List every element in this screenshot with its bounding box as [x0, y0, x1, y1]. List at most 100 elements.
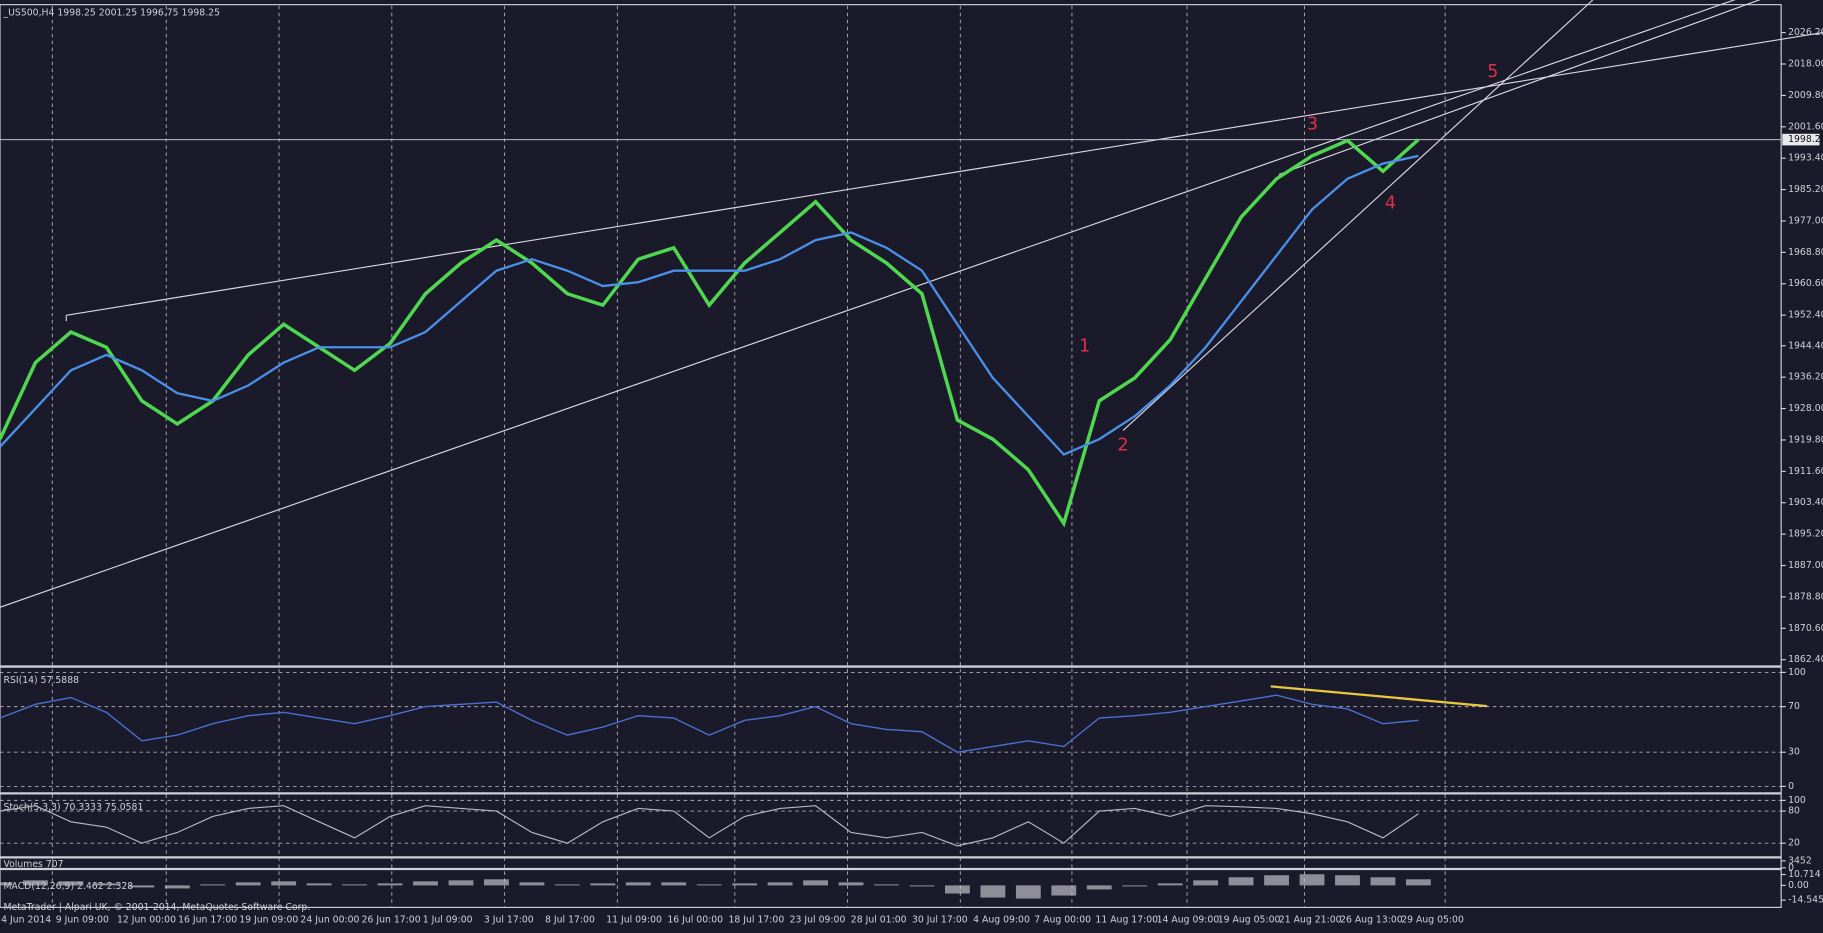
time-label: 18 Jul 17:00 [729, 915, 785, 926]
macd-bar [1051, 885, 1077, 896]
copyright: MetaTrader | Alpari UK, © 2001-2014, Met… [3, 902, 310, 913]
macd-bar [1157, 883, 1183, 886]
macd-bar [554, 884, 580, 886]
macd-bar [0, 882, 13, 886]
axis-label: 0 [1788, 781, 1794, 792]
macd-bar [1228, 877, 1254, 886]
axis-label: 1911.60 [1788, 466, 1823, 477]
axis-label: 80 [1788, 806, 1800, 817]
trendlines [0, 0, 1823, 708]
axis-label: 1968.80 [1788, 247, 1823, 258]
time-label: 9 Jun 09:00 [56, 915, 109, 926]
wave-label: 2 [1118, 436, 1129, 456]
time-label: 3 Jul 17:00 [484, 915, 534, 926]
macd-bar [200, 884, 226, 886]
macd-bar [696, 884, 722, 886]
macd-bar [413, 881, 438, 886]
axis-label: 1870.60 [1788, 623, 1823, 634]
stochastic-title: Stoch(5,3,3) 70.3333 75.0581 [3, 802, 143, 813]
axis-label: -14.545 [1788, 895, 1823, 906]
macd-bar [1299, 874, 1325, 886]
volume-title: Volumes 707 [3, 859, 63, 870]
axis-label: 100 [1788, 795, 1806, 806]
macd-bar [1335, 875, 1360, 886]
axis-label: 30 [1788, 747, 1800, 758]
axis-label: 2026.20 [1788, 27, 1823, 38]
macd-bar [1086, 885, 1112, 890]
axis-label: 1919.80 [1788, 434, 1823, 445]
macd-bar [271, 881, 297, 886]
time-label: 8 Jul 17:00 [545, 915, 595, 926]
time-label: 30 Jul 17:00 [912, 915, 968, 926]
rsi-line [0, 694, 1419, 753]
time-label: 16 Jun 17:00 [178, 915, 237, 926]
symbol-info: _US500,H4 1998.25 2001.25 1996.75 1998.2… [2, 7, 220, 18]
axis-label: 1936.20 [1788, 372, 1823, 383]
time-label: 4 Jun 2014 [1, 915, 51, 926]
moving-average-line [0, 154, 1419, 456]
axis-label: 20 [1788, 838, 1800, 849]
macd-title: MACD(12,26,9) 2.462 2.328 [3, 881, 133, 892]
axis-label: 1928.00 [1788, 403, 1823, 414]
macd-bar [306, 883, 332, 886]
macd-bar [980, 885, 1006, 898]
macd-bar [93, 883, 119, 886]
axis-label: 1895.20 [1788, 529, 1823, 540]
axis-label: 0 [1788, 862, 1794, 873]
axis-label: 10.714 [1788, 869, 1821, 880]
panel-frame [0, 4, 1782, 908]
macd-bar [1122, 885, 1148, 887]
macd-bar [838, 882, 864, 886]
macd-bar [803, 880, 828, 886]
time-label: 7 Aug 00:00 [1034, 915, 1091, 926]
macd-bar [661, 882, 687, 886]
wave-label: 5 [1487, 62, 1498, 82]
axis-label: 0.00 [1788, 880, 1809, 891]
axis-label: 1878.80 [1788, 591, 1823, 602]
macd-bar [625, 882, 651, 886]
time-label: 16 Jul 00:00 [667, 915, 723, 926]
macd-bar [767, 882, 793, 886]
axis-label: 2001.60 [1788, 121, 1823, 132]
time-label: 24 Jun 00:00 [300, 915, 359, 926]
axis-label: 1903.40 [1788, 497, 1823, 508]
macd-bar [484, 879, 509, 886]
time-label: 14 Aug 09:00 [1157, 915, 1220, 926]
macd-bar [235, 882, 261, 886]
macd-bar [874, 884, 899, 886]
macd-bar [590, 883, 616, 886]
time-label: 12 Jun 00:00 [117, 915, 176, 926]
macd-bar [1264, 875, 1289, 886]
axis-label: 1985.20 [1788, 184, 1823, 195]
rsi-title: RSI(14) 57.5888 [3, 675, 79, 686]
time-label: 19 Aug 05:00 [1218, 915, 1281, 926]
axis-label: 2009.80 [1788, 90, 1823, 101]
macd-bar [129, 885, 155, 888]
axis-label: 1977.00 [1788, 215, 1823, 226]
macd-bar [1015, 885, 1041, 899]
axis-label: 1952.40 [1788, 310, 1823, 321]
time-label: 4 Aug 09:00 [973, 915, 1030, 926]
macd-bar [909, 885, 935, 887]
current-price-label: 1998.25 [1788, 134, 1823, 145]
time-label: 21 Aug 21:00 [1279, 915, 1342, 926]
time-label: 1 Jul 09:00 [423, 915, 473, 926]
axis-label: 100 [1788, 667, 1806, 678]
macd-bar [377, 883, 403, 886]
axis-label: 70 [1788, 701, 1800, 712]
wave-label: 3 [1307, 114, 1318, 134]
axis-label: 1887.00 [1788, 560, 1823, 571]
macd-bar [945, 885, 970, 894]
macd-bar [58, 881, 84, 886]
time-label: 11 Aug 17:00 [1095, 915, 1158, 926]
stochastic-line [0, 805, 1419, 847]
axis-label: 1862.40 [1788, 654, 1823, 665]
axis-label: 1944.40 [1788, 340, 1823, 351]
axis-label: 2018.00 [1788, 59, 1823, 70]
time-label: 11 Jul 09:00 [606, 915, 662, 926]
time-label: 26 Jun 17:00 [362, 915, 421, 926]
macd-bar [1405, 879, 1431, 886]
macd-bar [732, 883, 758, 886]
